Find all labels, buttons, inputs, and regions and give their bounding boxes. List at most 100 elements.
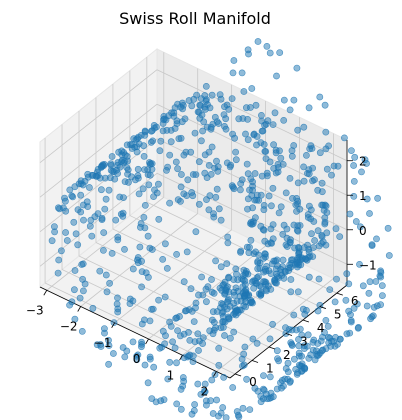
data-point — [282, 330, 290, 337]
data-point — [162, 332, 169, 340]
data-point — [141, 131, 149, 139]
data-point — [148, 246, 156, 253]
data-point — [358, 168, 365, 176]
data-point — [215, 120, 222, 127]
data-point — [336, 233, 344, 240]
data-point — [333, 275, 340, 283]
x-tick-label: −3 — [26, 303, 44, 317]
data-point — [215, 361, 223, 369]
data-point — [146, 317, 154, 325]
data-point — [79, 181, 87, 189]
data-point — [137, 343, 145, 351]
data-point — [248, 85, 256, 92]
data-point — [237, 248, 244, 256]
data-point — [62, 207, 70, 215]
data-point — [173, 359, 180, 367]
data-point — [202, 83, 210, 90]
data-point — [323, 165, 331, 173]
data-point — [294, 227, 302, 235]
data-point — [365, 289, 373, 297]
data-point — [273, 347, 281, 355]
data-point — [102, 271, 110, 279]
y-tick-label: 0 — [249, 375, 257, 389]
data-point — [275, 357, 282, 365]
data-point — [51, 228, 58, 236]
data-point — [318, 179, 326, 187]
data-point — [356, 223, 364, 231]
data-point — [134, 259, 142, 267]
data-point — [187, 285, 195, 293]
data-point — [350, 162, 357, 169]
data-point — [350, 304, 358, 312]
data-point — [232, 311, 240, 319]
data-point — [273, 385, 281, 393]
data-point — [343, 270, 351, 278]
data-point — [258, 127, 266, 135]
data-point — [243, 160, 251, 168]
grid-x-floor — [46, 196, 165, 291]
data-point — [316, 149, 324, 157]
data-point — [293, 263, 301, 271]
y-tick-mark — [319, 306, 326, 309]
data-point — [201, 380, 209, 388]
grid-y-floor — [78, 255, 270, 348]
data-point — [105, 360, 112, 368]
data-point — [167, 322, 175, 330]
data-point — [277, 154, 285, 162]
data-point — [207, 125, 215, 133]
data-point — [101, 205, 109, 213]
data-point — [133, 356, 141, 364]
data-point — [230, 57, 238, 64]
grid-y-floor — [146, 201, 337, 294]
scatter-points — [48, 38, 393, 420]
data-point — [181, 307, 189, 315]
data-point — [177, 183, 185, 191]
data-point — [131, 176, 139, 184]
data-point — [378, 292, 386, 299]
data-point — [377, 273, 385, 281]
data-point — [155, 296, 162, 304]
data-point — [255, 196, 263, 204]
data-point — [332, 225, 340, 233]
data-point — [293, 64, 301, 72]
data-point — [150, 363, 158, 371]
data-point — [267, 225, 275, 233]
data-point — [367, 315, 374, 323]
data-point — [208, 276, 215, 283]
data-point — [350, 177, 358, 185]
data-point — [123, 141, 131, 149]
data-point — [146, 355, 154, 363]
data-point — [121, 353, 129, 361]
data-point — [195, 291, 202, 299]
data-point — [217, 263, 225, 271]
data-point — [199, 340, 206, 347]
data-point — [221, 290, 228, 298]
data-point — [119, 212, 127, 220]
data-point — [141, 201, 149, 209]
data-point — [120, 194, 127, 201]
data-point — [203, 196, 210, 203]
data-point — [260, 141, 268, 148]
data-point — [352, 218, 360, 225]
data-point — [214, 167, 222, 175]
x-tick-mark — [145, 338, 149, 345]
data-point — [279, 230, 287, 238]
data-point — [197, 390, 205, 398]
data-point — [257, 112, 265, 119]
data-point — [62, 197, 69, 205]
data-point — [217, 95, 225, 103]
data-point — [212, 193, 220, 201]
data-point — [179, 105, 186, 113]
data-point — [254, 387, 262, 395]
data-point — [140, 152, 148, 160]
data-point — [244, 136, 252, 144]
data-point — [238, 355, 246, 363]
data-point — [66, 301, 73, 309]
x-tick-mark — [111, 322, 115, 328]
data-point — [129, 338, 137, 346]
data-point — [247, 236, 255, 244]
z-tick-label: −1 — [359, 258, 377, 272]
data-point — [273, 72, 280, 80]
data-point — [188, 307, 196, 315]
